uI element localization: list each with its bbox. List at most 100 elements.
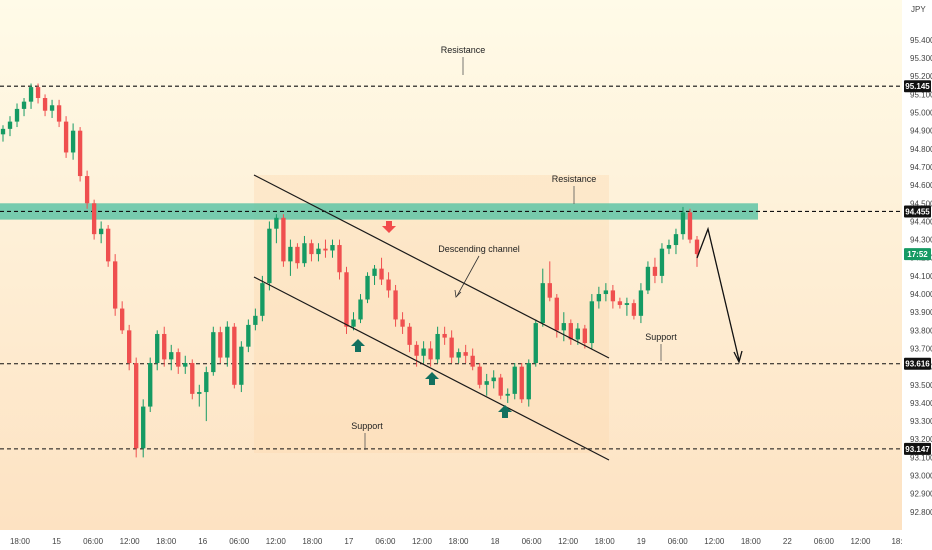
x-tick-label: 18 (491, 537, 500, 546)
candle-body (119, 308, 125, 331)
x-tick-label: 17 (344, 537, 353, 546)
x-tick-label: 15 (52, 537, 61, 546)
candle-body (316, 248, 321, 255)
y-tick-label: 93.500 (910, 381, 932, 390)
candle-body (105, 228, 111, 262)
candle-body (337, 245, 342, 273)
candle-body (547, 283, 552, 298)
candle-body (365, 275, 370, 300)
candle-body (7, 121, 13, 129)
x-tick-label: 06:00 (668, 537, 689, 546)
candle-body (645, 266, 651, 291)
plot-background (0, 0, 902, 530)
candle-body (84, 176, 90, 204)
x-tick-label: 16 (198, 537, 207, 546)
candle-body (477, 366, 482, 385)
y-tick-label: 93.300 (910, 417, 932, 426)
x-tick-label: 12:00 (120, 537, 141, 546)
sell-arrow-icon (382, 221, 396, 233)
candle-body (35, 87, 41, 99)
candle-body (267, 228, 272, 284)
candle-body (309, 243, 314, 255)
time-axis[interactable]: 18:00 15 06:00 12:00 18:00 16 06:00 12:00 18:00 1… (10, 537, 903, 546)
candle-body (470, 355, 475, 367)
candle-body (204, 372, 209, 393)
y-tick-label: 93.400 (910, 399, 932, 408)
y-tick-label: 93.800 (910, 326, 932, 335)
price-tag (904, 442, 931, 455)
candle-body (498, 377, 503, 396)
y-tick-label: 95.300 (910, 54, 932, 63)
candle-body (694, 239, 700, 255)
x-tick-label: 18:00 (302, 537, 323, 546)
candle-body (484, 381, 489, 385)
candle-body (505, 393, 510, 396)
candle-body (225, 326, 230, 358)
candle-body (540, 283, 545, 324)
candle-body (344, 272, 349, 327)
candle-body (148, 363, 153, 407)
x-tick-label: 06:00 (83, 537, 104, 546)
candle-body (190, 363, 195, 394)
candle-body (295, 246, 300, 264)
candle-body (155, 333, 160, 364)
candle-body (98, 228, 104, 235)
candle-body (246, 324, 251, 347)
resistance-label-top: Resistance (441, 45, 486, 55)
buy-arrow-icon (425, 372, 439, 385)
candle-body (554, 297, 559, 331)
candle-body (687, 212, 693, 240)
y-tick-label: 94.100 (910, 272, 932, 281)
y-tick-label: 93.900 (910, 308, 932, 317)
x-tick-label: 06:00 (375, 537, 396, 546)
projection-path (696, 226, 740, 361)
candle-body (428, 348, 433, 360)
x-tick-label: 12:00 (850, 537, 871, 546)
price-tag (904, 248, 931, 261)
x-tick-label: 06:00 (814, 537, 835, 546)
candle-body (603, 290, 609, 295)
candle-body (652, 266, 658, 276)
x-tick-label: 12:00 (704, 537, 725, 546)
candle-body (568, 323, 573, 340)
candles-layer (0, 83, 700, 458)
y-tick-label: 93.700 (910, 344, 932, 353)
y-tick-label: 93.200 (910, 435, 932, 444)
channel-label-pointer (456, 255, 480, 297)
candle-body (512, 366, 517, 394)
candle-body (162, 333, 167, 360)
price-tag (904, 357, 931, 370)
candle-body (638, 290, 644, 316)
price-tag-label: 94.455 (905, 207, 930, 216)
x-tick-label: 12:00 (558, 537, 579, 546)
currency-label: JPY (911, 5, 926, 14)
x-tick-label: 18:00 (595, 537, 616, 546)
channel-lower-line (253, 276, 610, 461)
candle-body (323, 248, 328, 251)
price-tag (904, 205, 931, 218)
price-tag-label: 93.616 (905, 360, 930, 369)
x-tick-label: 18: (891, 537, 902, 546)
price-tag-label: 17:52 (907, 250, 928, 259)
candle-body (49, 105, 55, 111)
candle-body (91, 203, 97, 235)
candle-body (575, 328, 581, 340)
candle-body (253, 315, 258, 325)
candle-body (176, 352, 181, 367)
candle-body (561, 323, 566, 331)
y-tick-label: 94.900 (910, 127, 932, 136)
candle-body (435, 333, 440, 360)
x-tick-label: 06:00 (229, 537, 250, 546)
y-tick-label: 94.500 (910, 199, 932, 208)
price-tag (904, 80, 931, 93)
x-tick-label: 19 (637, 537, 646, 546)
projection-arrowhead (733, 350, 743, 364)
channel-box (254, 175, 609, 453)
candle-body (386, 279, 391, 291)
candle-body (372, 268, 377, 276)
price-tag-label: 93.147 (905, 445, 930, 454)
candle-body (533, 323, 538, 364)
buy-arrow-icon (351, 339, 365, 352)
y-tick-label: 94.800 (910, 145, 932, 154)
